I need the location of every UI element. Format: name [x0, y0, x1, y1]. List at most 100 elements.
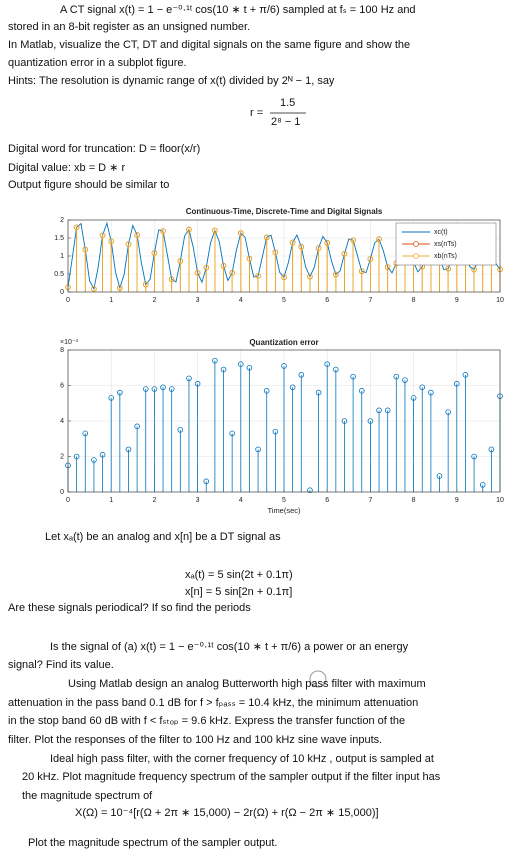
stem-marker — [333, 366, 339, 373]
stem — [419, 384, 426, 492]
stem — [298, 372, 305, 492]
equation: x[n] = 5 sin[2n + 0.1π] — [185, 586, 293, 598]
stem-marker — [160, 384, 166, 391]
stem — [125, 241, 132, 292]
stem-marker — [91, 457, 97, 463]
chart-title: Continuous-Time, Discrete-Time and Digit… — [186, 207, 383, 216]
stem — [402, 377, 408, 492]
stem-marker — [410, 395, 417, 401]
stem-marker — [350, 373, 356, 380]
stem-marker — [125, 241, 132, 248]
stem-marker — [168, 386, 175, 392]
stem-marker — [263, 388, 270, 394]
stem-marker — [289, 384, 296, 391]
stem-marker — [436, 473, 443, 479]
stem-marker — [453, 380, 460, 387]
stem-marker — [108, 238, 114, 245]
stem-marker — [298, 372, 305, 378]
stem — [307, 273, 313, 292]
axes-frame — [67, 219, 501, 293]
stem-marker — [212, 227, 218, 234]
stem-marker — [177, 427, 184, 433]
stem-marker — [358, 388, 365, 394]
stem-marker — [358, 268, 365, 275]
fraction-lhs: r = — [250, 107, 264, 119]
x-tick-label: 7 — [368, 497, 372, 504]
stem-marker — [151, 250, 158, 256]
y-tick-label: 1.5 — [54, 235, 64, 242]
stem — [168, 386, 175, 492]
stem-marker — [229, 430, 235, 437]
stem-marker — [220, 366, 227, 373]
y-tick-label: 6 — [60, 382, 64, 389]
text-line: A CT signal x(t) = 1 − e⁻⁰·¹ᵗ cos(10 ∗ t… — [60, 4, 416, 16]
stem-marker — [151, 386, 158, 392]
text-line: Using Matlab design an analog Butterwort… — [68, 678, 426, 690]
text-line: Digital word for truncation: D = floor(x… — [8, 143, 201, 155]
stem — [341, 418, 348, 492]
x-tick-label: 2 — [152, 297, 156, 304]
stem-marker — [238, 361, 244, 368]
y-tick-label: 4 — [60, 418, 64, 425]
x-tick-label: 4 — [239, 297, 243, 304]
stem-marker — [315, 389, 322, 396]
stem — [281, 274, 287, 292]
text-line: the magnitude spectrum of — [22, 790, 153, 802]
stem-marker — [246, 364, 253, 371]
stem-marker — [160, 228, 166, 235]
stem — [367, 256, 374, 292]
stem-marker — [315, 245, 322, 252]
x-tick-label: 2 — [152, 497, 156, 504]
stem — [117, 285, 123, 292]
stem — [376, 407, 382, 492]
x-tick-label: 10 — [496, 497, 504, 504]
stem — [358, 268, 365, 292]
stem-marker — [393, 373, 400, 380]
stem — [203, 264, 210, 292]
stem — [229, 430, 235, 492]
text-line: signal? Find its value. — [8, 659, 114, 671]
stem-marker — [445, 409, 451, 415]
fraction-numerator: 1.5 — [280, 97, 296, 109]
stem-marker — [263, 234, 270, 241]
stem-marker — [307, 487, 313, 494]
text-line: In Matlab, visualize the CT, DT and digi… — [8, 39, 411, 51]
stem-marker — [194, 270, 201, 276]
stem-marker — [73, 453, 80, 460]
x-tick-label: 0 — [66, 497, 70, 504]
cursor-ring — [309, 670, 327, 688]
equation: xₐ(t) = 5 sin(2t + 0.1π) — [185, 569, 293, 581]
stem — [134, 423, 140, 492]
legend-label: xs(nTs) — [434, 241, 457, 248]
stem-marker — [91, 286, 97, 292]
stem — [471, 266, 477, 292]
x-tick-label: 8 — [412, 497, 416, 504]
legend-label: xb(nTs) — [434, 253, 457, 260]
stem-marker — [117, 285, 123, 291]
y-multiplier: ×10⁻³ — [60, 339, 79, 346]
stem-marker — [203, 264, 210, 271]
chart-title: Quantization error — [249, 338, 318, 347]
stem-marker — [255, 273, 261, 279]
stem-marker — [445, 266, 451, 272]
stem — [82, 430, 89, 492]
stem-marker — [82, 246, 89, 253]
stem-marker — [186, 227, 192, 233]
stem-marker — [324, 361, 331, 368]
stem — [125, 446, 132, 492]
stem — [488, 446, 495, 492]
x-tick-label: 5 — [282, 297, 286, 304]
y-tick-label: 0 — [60, 489, 64, 496]
stem — [160, 228, 166, 292]
stem — [142, 281, 149, 292]
x-tick-label: 3 — [196, 497, 200, 504]
stem-marker — [462, 372, 469, 378]
stem-marker — [177, 258, 184, 264]
stem-marker — [384, 407, 391, 414]
text-line: Are these signals periodical? If so find… — [8, 602, 251, 614]
stem-marker — [471, 453, 477, 460]
x-tick-label: 8 — [412, 297, 416, 304]
stem — [99, 232, 106, 292]
stem — [134, 232, 140, 292]
